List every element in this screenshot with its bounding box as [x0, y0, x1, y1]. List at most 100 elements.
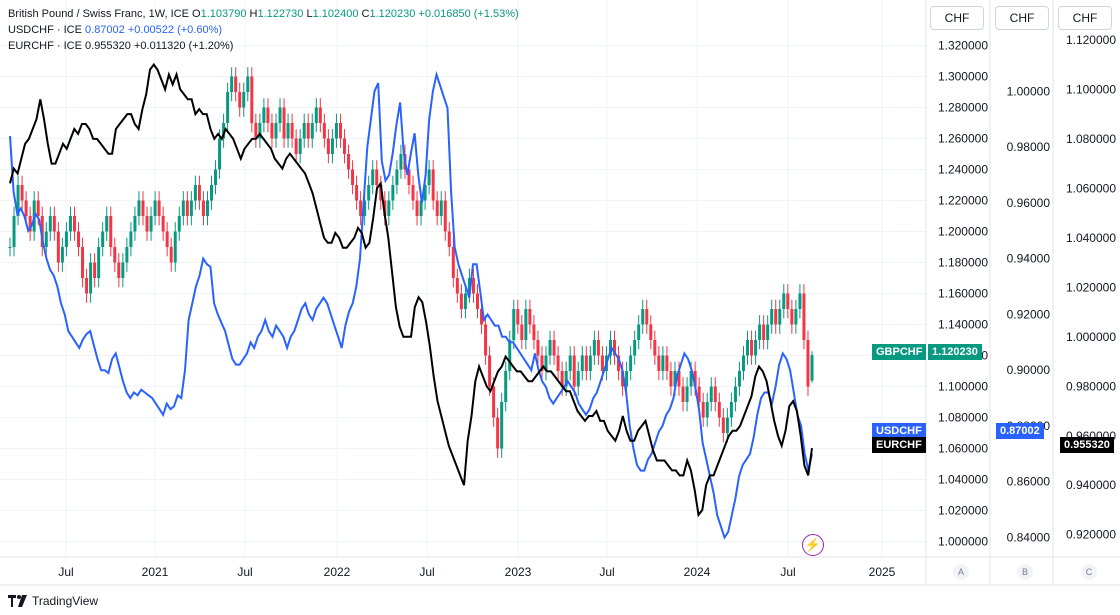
- candle-body: [399, 154, 403, 170]
- candle-body: [113, 247, 117, 263]
- candle-body: [262, 107, 266, 123]
- candle-body: [330, 138, 334, 154]
- scale-b-button[interactable]: B: [1017, 564, 1033, 580]
- candle-body: [161, 216, 165, 232]
- candle-body: [395, 169, 399, 185]
- scale-a-currency-header[interactable]: CHF: [930, 6, 984, 30]
- candle-body: [326, 138, 330, 154]
- candle-body: [673, 371, 677, 387]
- legend-high-label: H: [249, 8, 258, 20]
- candle-body: [40, 216, 44, 247]
- price-tick-label: 1.080000: [1066, 132, 1116, 146]
- candle-body: [661, 355, 665, 371]
- candle-body: [580, 355, 584, 371]
- candle-body: [645, 309, 649, 325]
- candle-body: [193, 185, 197, 201]
- candle-body: [189, 200, 193, 216]
- candle-body: [157, 200, 161, 216]
- scale-c-button[interactable]: C: [1081, 564, 1097, 580]
- candle-body: [492, 386, 496, 418]
- tradingview-logo-icon[interactable]: [8, 595, 28, 607]
- candle-body: [596, 340, 600, 356]
- candle-body: [592, 340, 596, 356]
- candle-body: [173, 231, 177, 263]
- candle-body: [528, 309, 532, 325]
- candle-body: [302, 123, 306, 139]
- legend-eurchf-symbol: EURCHF · ICE: [8, 40, 82, 52]
- price-tick-label: 0.86000: [1007, 475, 1051, 489]
- eurchf-line[interactable]: [9, 62, 813, 518]
- legend-usdchf[interactable]: USDCHF · ICE 0.87002 +0.00522 (+0.60%): [8, 22, 519, 38]
- candle-body: [548, 340, 552, 356]
- candle-body: [508, 340, 512, 371]
- candle-body: [665, 355, 669, 371]
- candle-body: [451, 247, 455, 278]
- usdchf-line[interactable]: [9, 70, 813, 540]
- candle-body: [28, 216, 32, 232]
- legend-main[interactable]: British Pound / Swiss Franc, 1W, ICE O1.…: [8, 6, 519, 22]
- candle-body: [471, 278, 475, 294]
- legend-open-label: O: [192, 8, 201, 20]
- scale-a-button[interactable]: A: [953, 564, 969, 580]
- tradingview-brand[interactable]: TradingView: [32, 594, 99, 608]
- candle-body: [298, 138, 302, 154]
- candle-body: [737, 371, 741, 387]
- candle-body: [810, 355, 814, 381]
- price-tick-label: 1.220000: [938, 194, 988, 208]
- price-tick-label: 1.100000: [1066, 82, 1116, 96]
- candle-body: [802, 293, 806, 340]
- candle-body: [254, 123, 258, 139]
- candle-body: [717, 402, 721, 418]
- candle-body: [125, 247, 129, 263]
- legend-close: 1.120230: [369, 8, 416, 20]
- candle-body: [629, 355, 633, 371]
- candle-body: [617, 355, 621, 371]
- candle-body: [568, 355, 572, 371]
- candle-body: [210, 185, 214, 201]
- candle-body: [282, 107, 286, 139]
- candle-body: [334, 123, 338, 139]
- candle-body: [443, 200, 447, 232]
- price-tick-label: 1.300000: [938, 70, 988, 84]
- candle-body: [24, 200, 28, 216]
- eurchf-name-tag: EURCHF: [872, 437, 926, 453]
- gbpchf-candles: [8, 67, 814, 458]
- candle-body: [375, 169, 379, 185]
- scale-b-currency-header[interactable]: CHF: [995, 6, 1049, 30]
- candle-body: [266, 107, 270, 123]
- candle-body: [141, 200, 145, 216]
- candle-body: [391, 185, 395, 201]
- candle-body: [729, 402, 733, 418]
- candle-body: [685, 386, 689, 402]
- candle-body: [105, 216, 109, 232]
- candle-body: [782, 293, 786, 309]
- candle-body: [512, 309, 516, 340]
- candle-body: [484, 324, 488, 356]
- candle-body: [214, 169, 218, 185]
- candle-body: [101, 231, 105, 247]
- candle-body: [322, 123, 326, 139]
- candle-body: [117, 262, 121, 278]
- candle-body: [576, 371, 580, 387]
- legend-high: 1.122730: [257, 8, 304, 20]
- candle-body: [641, 309, 645, 325]
- candle-body: [230, 76, 234, 92]
- scale-c-currency-header[interactable]: CHF: [1058, 6, 1112, 30]
- candle-body: [488, 355, 492, 387]
- price-tick-label: 1.260000: [938, 132, 988, 146]
- candle-body: [657, 355, 661, 371]
- price-tick-label: 1.200000: [938, 225, 988, 239]
- time-tick-label: 2021: [142, 565, 169, 579]
- candle-body: [564, 371, 568, 387]
- time-tick-label: Jul: [237, 565, 252, 579]
- candle-body: [572, 355, 576, 387]
- candle-body: [741, 355, 745, 371]
- legend-change: +0.016850 (+1.53%): [418, 8, 519, 20]
- event-bolt-icon[interactable]: ⚡: [802, 534, 824, 556]
- candle-body: [475, 293, 479, 309]
- candle-body: [16, 185, 20, 216]
- legend-eurchf[interactable]: EURCHF · ICE 0.955320 +0.011320 (+1.20%): [8, 38, 519, 54]
- price-tick-label: 1.180000: [938, 256, 988, 270]
- candle-body: [238, 92, 242, 108]
